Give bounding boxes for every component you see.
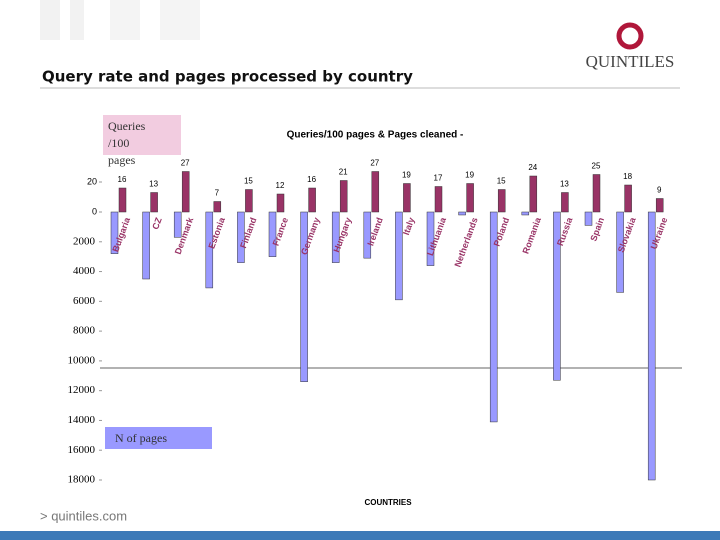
legend-label: Queries/100 pages	[108, 119, 146, 167]
bar	[110, 211, 119, 254]
bar	[173, 211, 182, 238]
data-label: 13	[560, 180, 569, 189]
data-label: 15	[244, 177, 253, 186]
data-label: 19	[465, 171, 474, 180]
bar	[497, 189, 506, 213]
bar	[213, 201, 222, 213]
decor	[160, 0, 200, 40]
bar	[489, 211, 498, 423]
chart-title: Queries/100 pages & Pages cleaned -	[287, 130, 464, 141]
y2-tick-label: 18000	[68, 474, 96, 486]
y2-tick-label: 16000	[68, 444, 96, 456]
x-tick-label: Netherlands	[453, 216, 480, 268]
bar	[616, 211, 624, 293]
y2-tick-label: 8000	[73, 325, 96, 337]
bar	[339, 180, 348, 213]
bar	[300, 211, 308, 382]
bar	[142, 211, 150, 280]
bar	[268, 211, 277, 257]
data-label: 17	[434, 174, 443, 183]
bar	[395, 211, 403, 301]
logo: QUINTILES	[586, 52, 675, 71]
bar	[371, 171, 380, 213]
bar	[521, 211, 530, 216]
bar	[150, 192, 158, 213]
bar	[237, 211, 245, 263]
legend-box	[105, 427, 212, 449]
data-label: 27	[181, 159, 190, 168]
bar	[426, 211, 435, 266]
x-tick-label: Italy	[401, 216, 417, 236]
bar	[655, 198, 664, 213]
bar	[308, 187, 316, 213]
bar	[118, 187, 127, 213]
bar	[529, 175, 538, 213]
data-label: 9	[657, 186, 662, 195]
bar	[458, 211, 466, 216]
bar	[466, 183, 474, 213]
data-label: 27	[370, 159, 379, 168]
legend-label: N of pages	[115, 431, 167, 445]
data-label: 16	[118, 175, 127, 184]
y2-tick-label: 14000	[68, 414, 96, 426]
legend-box	[103, 115, 181, 155]
bar	[363, 211, 372, 259]
x-tick-label: CZ	[150, 216, 164, 231]
data-label: 18	[623, 172, 632, 181]
data-label: 21	[339, 168, 348, 177]
data-label: 12	[276, 181, 285, 190]
data-label: 13	[149, 180, 158, 189]
bar	[584, 211, 593, 226]
bar	[647, 211, 656, 481]
y2-tick-label: 2000	[73, 235, 96, 247]
data-label: 16	[307, 175, 316, 184]
slide-title: Query rate and pages processed by countr…	[42, 68, 413, 86]
bar	[592, 174, 601, 213]
data-label: 7	[215, 189, 220, 198]
footer-bar	[0, 531, 720, 540]
bar	[276, 193, 285, 213]
bar	[403, 183, 411, 213]
y-tick-label: 0	[92, 206, 97, 216]
y2-tick-label: 6000	[73, 295, 96, 307]
bar	[553, 211, 561, 381]
y2-tick-label: 10000	[68, 354, 96, 366]
y-tick-label: 20	[87, 176, 97, 186]
footer: > quintiles.com	[40, 508, 127, 523]
data-label: 25	[592, 162, 601, 171]
bar	[205, 211, 214, 289]
logo-mark	[616, 22, 644, 50]
y2-tick-label: 4000	[73, 265, 96, 277]
data-label: 19	[402, 171, 411, 180]
y2-tick-label: 12000	[68, 384, 96, 396]
bar	[331, 211, 340, 263]
bar	[434, 186, 443, 213]
x-axis-title: COUNTRIES	[364, 498, 412, 507]
bar	[561, 192, 569, 213]
decor	[40, 0, 60, 40]
bar	[624, 184, 632, 213]
data-label: 15	[497, 177, 506, 186]
decor	[70, 0, 84, 40]
decor	[110, 0, 140, 40]
data-label: 24	[528, 163, 537, 172]
bar	[181, 171, 190, 213]
x-tick-label: Romania	[521, 215, 544, 255]
bar	[245, 189, 253, 213]
